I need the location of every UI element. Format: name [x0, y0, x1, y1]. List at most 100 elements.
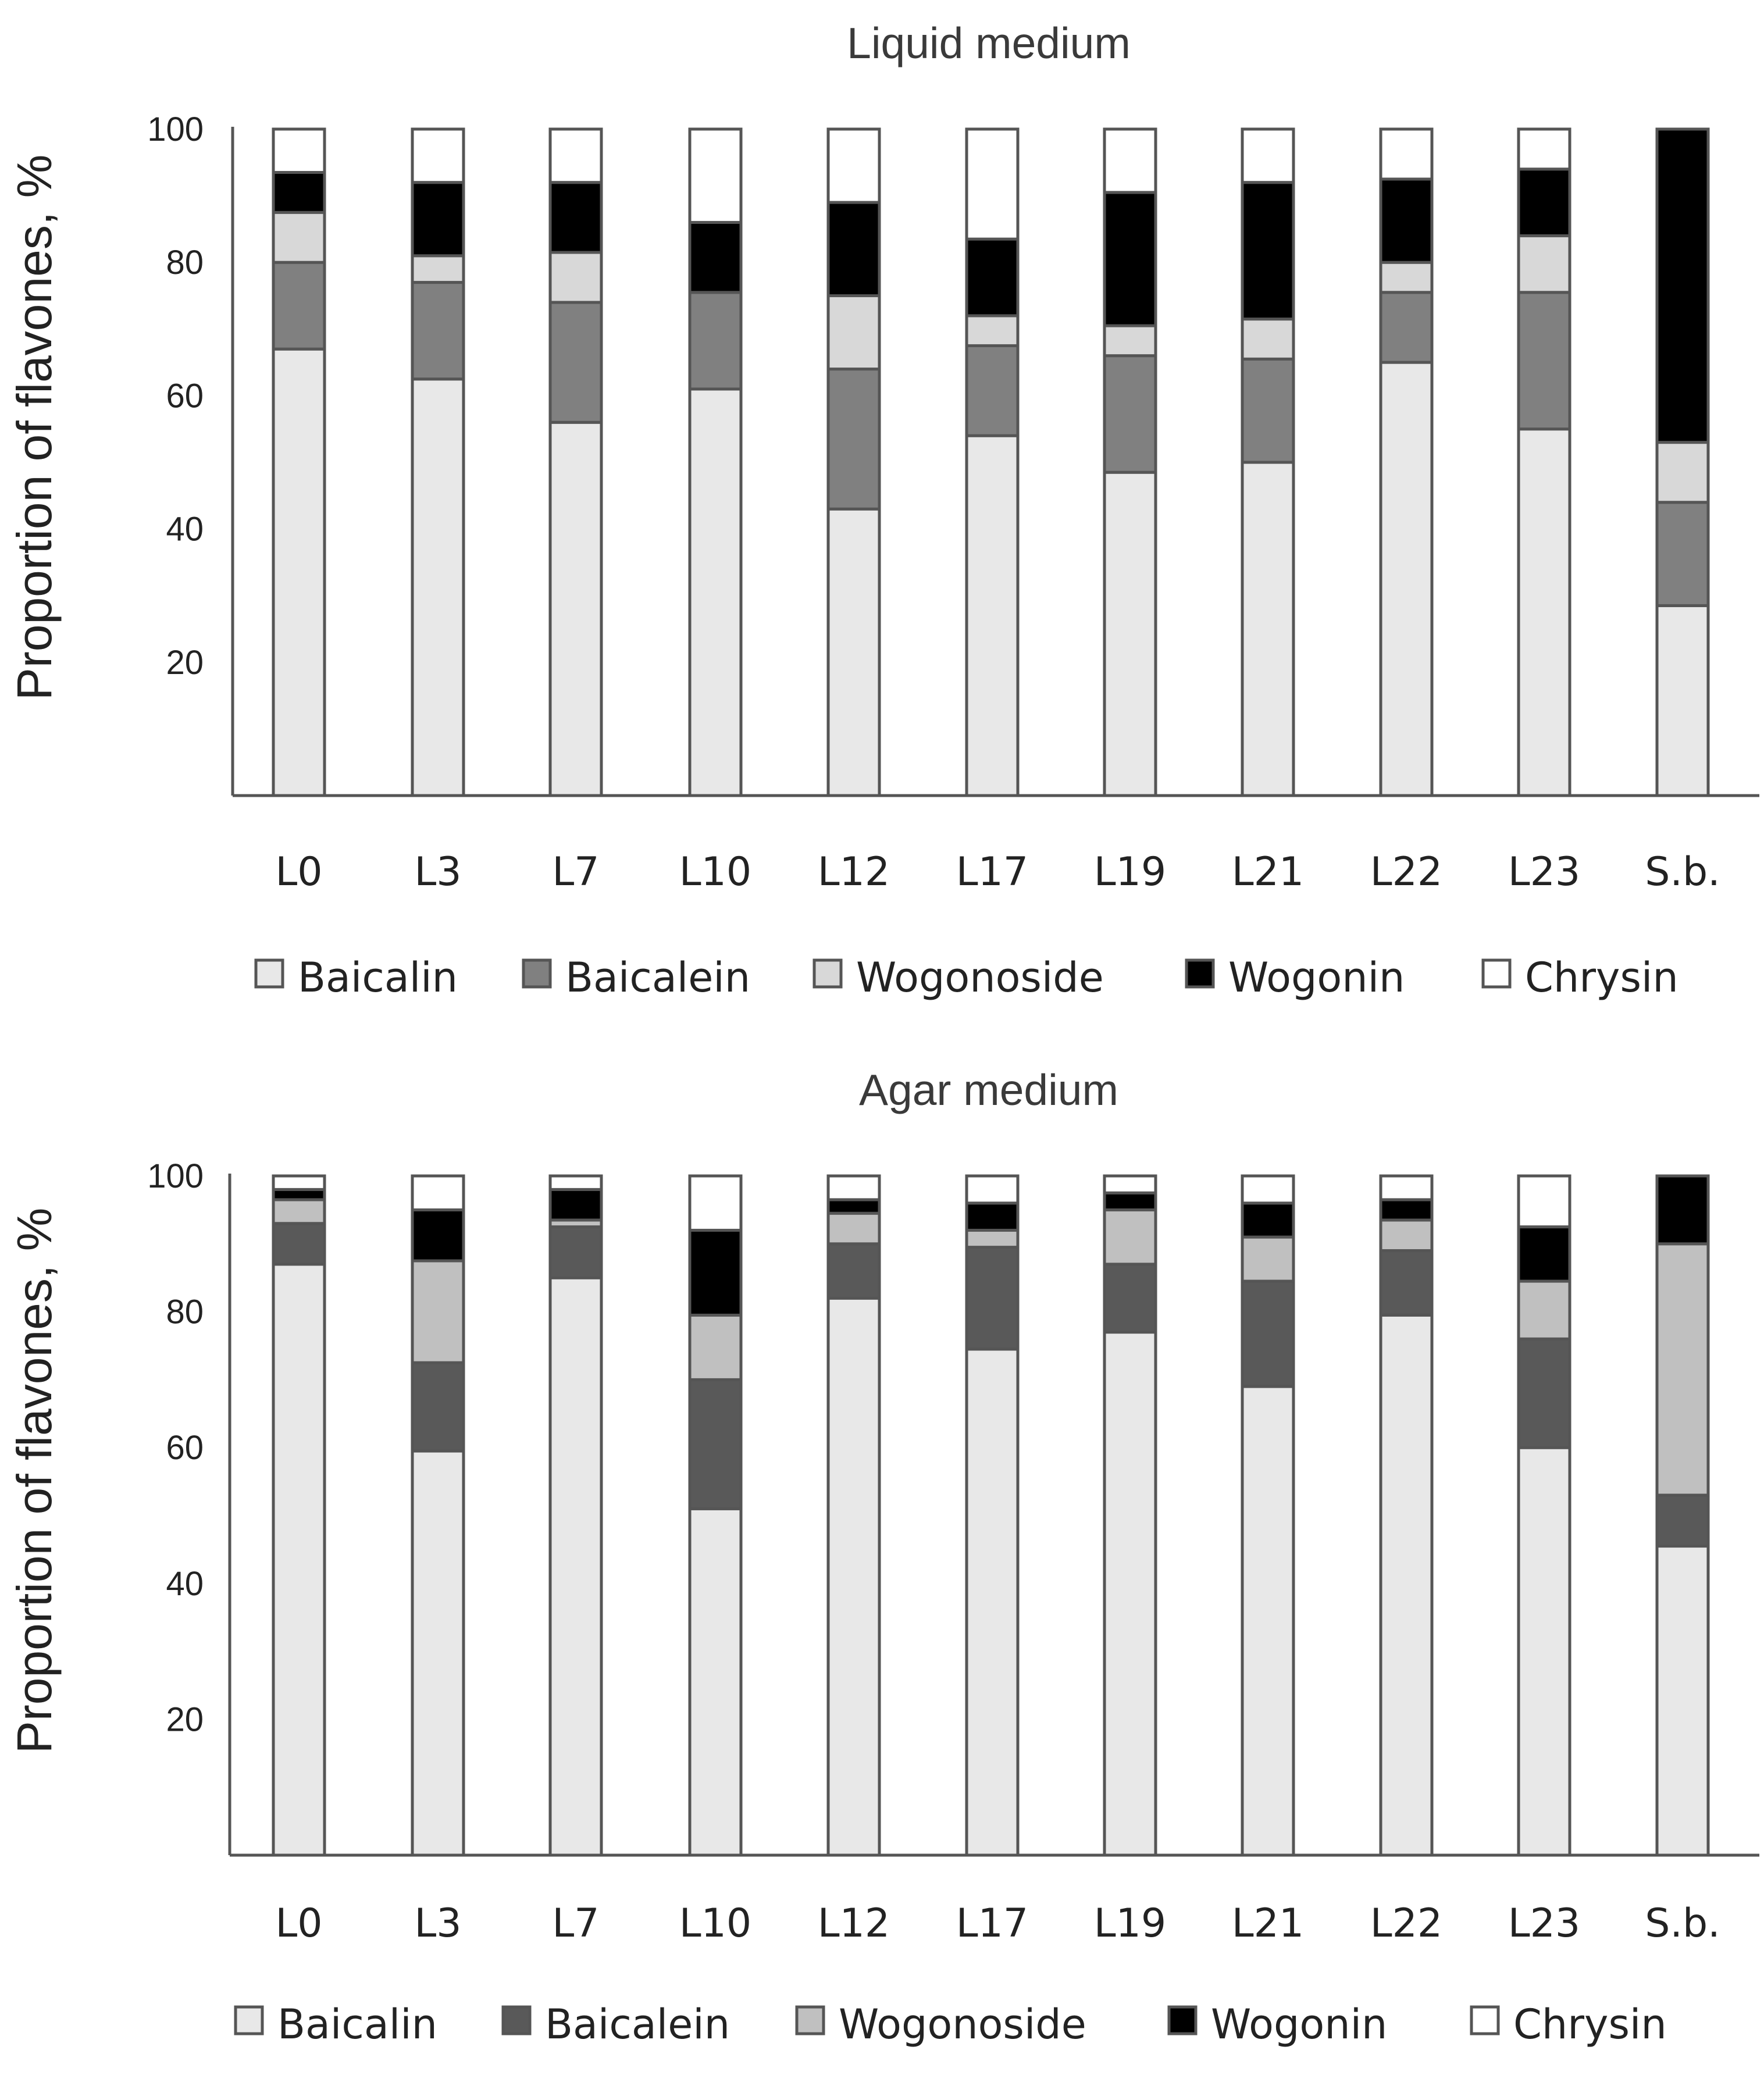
- bar-wogonoside-l3: [411, 1259, 465, 1364]
- bar-chrysin-l22: [1379, 127, 1434, 181]
- bar-wogonoside-l0: [272, 211, 326, 264]
- legend-swatch-baicalin: [234, 2005, 264, 2035]
- bar-baicalin-l17: [965, 1347, 1020, 1857]
- bar-baicalein-l17: [965, 344, 1020, 437]
- bar-baicalin-l3: [411, 377, 465, 797]
- y-tick-label: 80: [166, 244, 204, 281]
- bar-baicalein-l21: [1241, 1279, 1295, 1388]
- bar-chrysin-l19: [1103, 1174, 1157, 1195]
- y-tick-label: 80: [166, 1293, 204, 1331]
- bar-baicalin-l23: [1517, 1446, 1571, 1857]
- x-tick-label: L7: [552, 1901, 599, 1946]
- bar-baicalin-l10: [688, 387, 743, 797]
- bar-baicalin-l12: [826, 507, 881, 797]
- bar-wogonoside-l23: [1517, 1279, 1571, 1340]
- bar-wogonin-l12: [826, 201, 881, 297]
- legend-swatch-wogonin: [1167, 2005, 1198, 2035]
- bar-wogonin-s-b: [1655, 127, 1710, 444]
- bar-wogonoside-l0: [272, 1198, 326, 1225]
- bar-baicalin-l10: [688, 1507, 743, 1857]
- legend-label-baicalin: Baicalin: [277, 2001, 437, 2048]
- x-tick-label: L19: [1094, 849, 1166, 895]
- bar-chrysin-l21: [1241, 1174, 1295, 1205]
- bar-chrysin-l23: [1517, 1174, 1571, 1229]
- x-tick-label: L0: [275, 849, 322, 895]
- bar-baicalein-l23: [1517, 1337, 1571, 1449]
- bar-baicalin-l19: [1103, 1331, 1157, 1857]
- bar-wogonin-l3: [411, 181, 465, 258]
- agar-medium-chart: Agar medium Proportion of flavones, % 20 40…: [7, 1065, 1759, 2048]
- legend-label-chrysin: Chrysin: [1513, 2001, 1667, 2048]
- bar-baicalein-l17: [965, 1246, 1020, 1351]
- bar-baicalein-l7: [548, 301, 603, 424]
- x-tick-label: L3: [414, 1901, 461, 1946]
- bar-wogonoside-l19: [1103, 1208, 1157, 1266]
- bar-wogonin-l21: [1241, 1201, 1295, 1239]
- bar-chrysin-l10: [688, 1174, 743, 1232]
- x-tick-label: L23: [1508, 1901, 1580, 1946]
- legend-label-chrysin: Chrysin: [1525, 954, 1679, 1001]
- bar-baicalein-s-b: [1655, 501, 1710, 607]
- bar-wogonoside-l22: [1379, 261, 1434, 294]
- bar-chrysin-l19: [1103, 127, 1157, 194]
- legend-swatch-chrysin: [1470, 2005, 1500, 2035]
- bar-baicalin-l21: [1241, 1385, 1295, 1857]
- bar-chrysin-l17: [965, 1174, 1020, 1205]
- bar-wogonin-l23: [1517, 167, 1571, 237]
- y-tick-label: 100: [147, 110, 204, 148]
- bar-baicalein-l0: [272, 1222, 326, 1266]
- bar-wogonoside-l17: [965, 314, 1020, 347]
- bar-chrysin-l23: [1517, 127, 1571, 171]
- legend: Baicalin Baicalein Wogonoside Wogonin Chrysi…: [254, 954, 1679, 1001]
- bar-baicalin-l0: [272, 347, 326, 797]
- bar-baicalein-l0: [272, 261, 326, 351]
- bar-wogonoside-l22: [1379, 1218, 1434, 1252]
- chart-title: Liquid medium: [847, 19, 1131, 67]
- bar-baicalin-l7: [548, 420, 603, 797]
- bar-wogonoside-l12: [826, 294, 881, 371]
- bar-chrysin-l17: [965, 127, 1020, 241]
- x-tick-label: L21: [1232, 1901, 1304, 1946]
- bar-chrysin-l12: [826, 1174, 881, 1201]
- bar-wogonin-l3: [411, 1208, 465, 1263]
- y-tick-label: 60: [166, 377, 204, 415]
- bar-chrysin-l0: [272, 127, 326, 174]
- x-tick-label: L10: [679, 849, 751, 895]
- bar-wogonoside-l17: [965, 1228, 1020, 1249]
- x-tick-label: L3: [414, 849, 461, 895]
- bar-baicalein-l3: [411, 1361, 465, 1453]
- bar-baicalein-l19: [1103, 1263, 1157, 1334]
- bar-wogonin-l10: [688, 1228, 743, 1317]
- bar-wogonin-l0: [272, 170, 326, 214]
- bar-wogonin-l19: [1103, 1191, 1157, 1211]
- legend-label-wogonin: Wogonin: [1211, 2001, 1387, 2048]
- bar-baicalin-s-b: [1655, 1545, 1710, 1857]
- bar-wogonin-l23: [1517, 1225, 1571, 1283]
- legend-label-wogonoside: Wogonoside: [839, 2001, 1086, 2048]
- x-tick-label: L22: [1370, 849, 1442, 895]
- bar-wogonoside-l10: [688, 1313, 743, 1381]
- bar-wogonin-l17: [965, 237, 1020, 318]
- bar-baicalein-s-b: [1655, 1493, 1710, 1548]
- bar-wogonin-l7: [548, 181, 603, 254]
- bar-chrysin-l0: [272, 1174, 326, 1191]
- bar-wogonin-l10: [688, 220, 743, 294]
- bar-baicalin-l22: [1379, 1313, 1434, 1857]
- x-tick-label: L12: [818, 1901, 890, 1946]
- legend-label-baicalein: Baicalein: [565, 954, 750, 1001]
- y-tick-label: 100: [147, 1157, 204, 1195]
- x-tick-label: S.b.: [1645, 1901, 1720, 1946]
- bar-wogonin-l22: [1379, 177, 1434, 264]
- x-tick-label: L7: [552, 849, 599, 895]
- y-tick-label: 60: [166, 1429, 204, 1467]
- bar-baicalin-s-b: [1655, 604, 1710, 797]
- bar-chrysin-l12: [826, 127, 881, 204]
- liquid-medium-chart: Liquid medium Proportion of flavones, % 20…: [7, 19, 1759, 1001]
- y-tick-label: 40: [166, 1565, 204, 1603]
- legend-swatch-chrysin: [1481, 958, 1512, 989]
- bar-baicalein-l21: [1241, 357, 1295, 464]
- y-axis-label: Proportion of flavones, %: [7, 1208, 62, 1754]
- bar-baicalein-l22: [1379, 1249, 1434, 1317]
- bar-wogonin-l21: [1241, 181, 1295, 321]
